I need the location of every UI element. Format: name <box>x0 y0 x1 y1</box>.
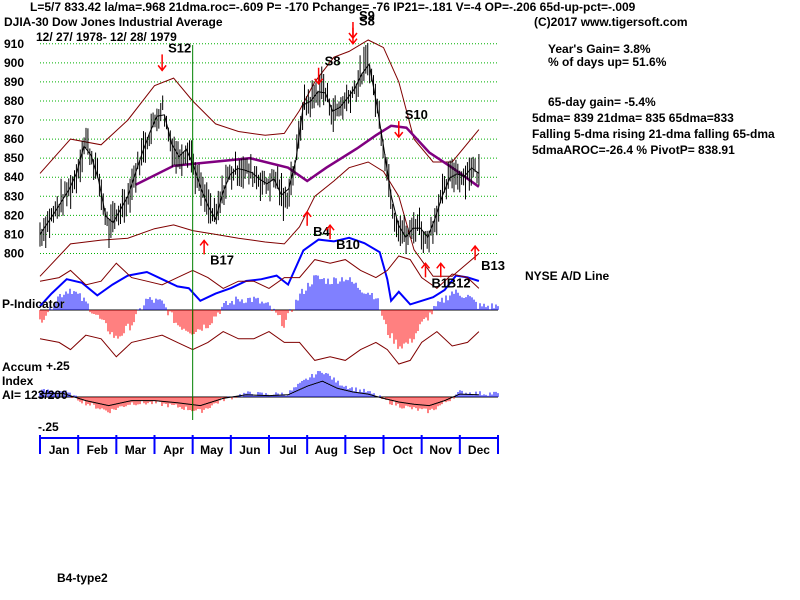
x-tick-label: Nov <box>429 443 452 457</box>
signal-arrowhead-S8 <box>348 38 358 45</box>
p-indicator-upper-envelope <box>39 255 480 290</box>
days-up: % of days up= 51.6% <box>548 55 667 69</box>
x-tick-label: Jan <box>49 443 70 457</box>
signal-arrowhead-B13 <box>470 244 480 252</box>
gain-65day: 65-day gain= -5.4% <box>548 95 656 109</box>
stats-line: L=5/7 833.42 la/ma=.968 21dma.roc=-.609 … <box>30 0 636 14</box>
signal-label-B1: B1 <box>431 275 448 290</box>
signal-arrowhead-S12 <box>157 64 167 72</box>
accum-index-histogram <box>39 370 499 414</box>
upper-band-line <box>39 39 480 174</box>
y-tick-label: 830 <box>4 189 24 203</box>
y-tick-label: 840 <box>4 170 24 184</box>
price-series <box>39 42 480 255</box>
x-tick-label: Jul <box>279 443 296 457</box>
x-tick-label: Sep <box>353 443 375 457</box>
accum-bottom-tick: -.25 <box>38 420 59 434</box>
lower-band-line <box>39 161 480 277</box>
copyright: (C)2017 www.tigersoft.com <box>534 15 688 29</box>
signal-arrowhead-B17 <box>199 239 209 246</box>
x-tick-label: Aug <box>315 443 338 457</box>
signal-label-S8: S8 <box>359 14 375 29</box>
y-tick-label: 910 <box>4 37 24 51</box>
p-indicator-histogram <box>39 255 499 365</box>
signal-label-S10: S10 <box>405 107 428 122</box>
ad-line-path <box>39 236 480 307</box>
x-tick-label: Feb <box>87 443 108 457</box>
dma-trend: Falling 5-dma rising 21-dma falling 65-d… <box>532 127 775 141</box>
y-tick-label: 890 <box>4 75 24 89</box>
signal-label-B4: B4 <box>313 224 330 239</box>
y-tick-label: 820 <box>4 208 24 222</box>
nyse-ad-label: NYSE A/D Line <box>525 269 610 283</box>
signal-label-B12: B12 <box>447 275 471 290</box>
accum-ma-line <box>40 380 479 407</box>
x-tick-label: Mar <box>125 443 147 457</box>
dma21-line <box>39 62 480 239</box>
x-tick-label: Oct <box>393 443 413 457</box>
signal-label-B13: B13 <box>481 258 505 273</box>
signal-arrowhead-B1 <box>420 262 431 269</box>
x-tick-label: Jun <box>239 443 260 457</box>
price-bands <box>39 39 480 277</box>
signal-label-S9: S9 <box>359 8 375 23</box>
y-tick-label: 880 <box>4 94 24 108</box>
index-label: Index <box>2 374 34 388</box>
ma65-line <box>134 124 480 188</box>
date-range: 12/ 27/ 1978- 12/ 28/ 1979 <box>36 30 177 44</box>
p-indicator-lower-envelope <box>39 330 480 365</box>
accum-label: Accum <box>2 360 43 374</box>
y-axis: 800 810 820 830 840 850 860 870 880 890 900 910 <box>4 37 24 261</box>
y-tick-label: 850 <box>4 151 24 165</box>
y-tick-label: 860 <box>4 132 24 146</box>
moving-average-65 <box>134 124 480 188</box>
footer-label: B4-type2 <box>57 571 108 585</box>
signal-arrowhead-B4 <box>302 210 312 218</box>
nyse-ad-line <box>39 236 480 307</box>
years-gain: Year's Gain= 3.8% <box>548 42 651 56</box>
y-tick-label: 870 <box>4 113 24 127</box>
signal-arrowhead-B10 <box>325 223 335 231</box>
y-tick-label: 900 <box>4 56 24 70</box>
signal-arrowhead-S10 <box>394 131 404 139</box>
index-title: DJIA-30 Dow Jones Industrial Average <box>4 15 223 29</box>
x-axis: Jan Feb Mar Apr May Jun Jul Aug Sep Oct Nov Dec <box>39 45 499 457</box>
signal-label-B17: B17 <box>210 252 234 267</box>
dma-values: 5dma= 839 21dma= 835 65dma=833 <box>532 111 734 125</box>
x-tick-label: Apr <box>163 443 184 457</box>
signal-label-S12: S12 <box>168 40 191 55</box>
signal-arrowhead-B12 <box>436 262 446 269</box>
aroc-pivot: 5dmaAROC=-26.4 % PivotP= 838.91 <box>532 143 735 157</box>
accum-top-tick: +.25 <box>46 359 70 373</box>
x-tick-label: May <box>200 443 224 457</box>
p-indicator-label: P-Indicator <box>2 297 65 311</box>
signal-label-B10: B10 <box>336 237 360 252</box>
signal-arrowhead-S8 <box>314 78 324 85</box>
y-tick-label: 800 <box>4 246 24 260</box>
ai-label: AI= 123/200 <box>2 388 68 402</box>
y-tick-label: 810 <box>4 227 24 241</box>
x-tick-label: Dec <box>468 443 490 457</box>
signal-label-S8: S8 <box>325 54 341 69</box>
